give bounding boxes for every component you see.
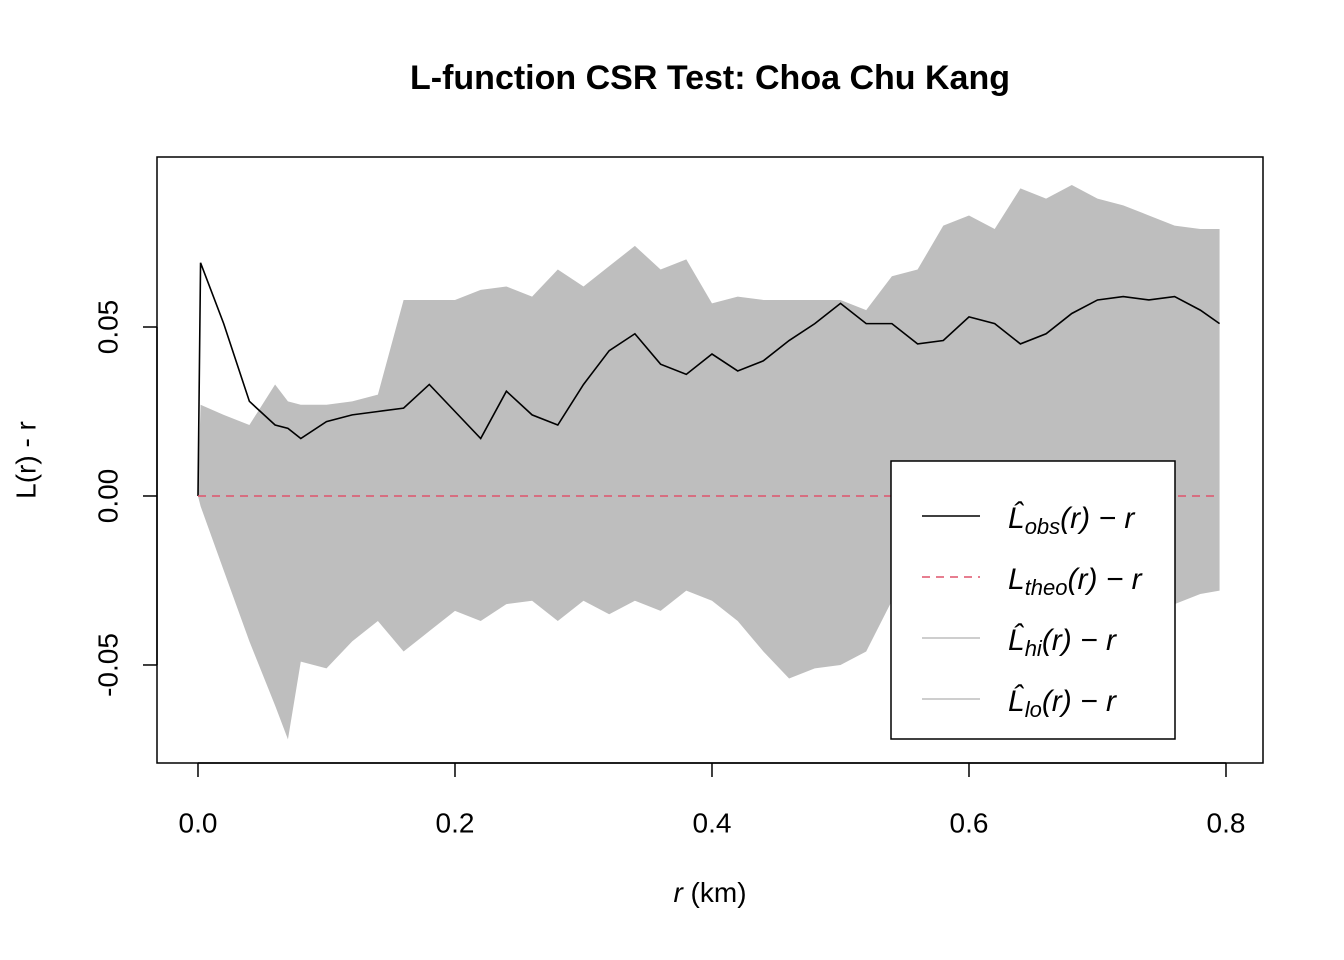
legend: L̂obs(r) − r Ltheo(r) − r L̂hi(r) − r L̂lo(… <box>890 460 1176 740</box>
legend-label: L̂hi(r) − r <box>1008 624 1117 661</box>
y-tick-label: 0.05 <box>92 300 123 355</box>
x-tick-label: 0.0 <box>179 807 218 838</box>
envelope-band <box>197 185 1220 740</box>
x-tick-label: 0.8 <box>1207 807 1246 838</box>
x-axis-label: r (km) <box>673 877 746 908</box>
y-axis-label: L(r) - r <box>10 421 41 499</box>
legend-label: Ltheo(r) − r <box>1008 563 1143 600</box>
x-tick-label: 0.2 <box>436 807 475 838</box>
legend-box <box>890 460 1176 740</box>
y-tick-label: -0.05 <box>92 633 123 697</box>
chart-title: L-function CSR Test: Choa Chu Kang <box>410 59 1010 97</box>
legend-label: L̂lo(r) − r <box>1008 685 1117 722</box>
series-line <box>197 262 1221 497</box>
legend-label: L̂obs(r) − r <box>1008 502 1135 539</box>
x-tick-label: 0.4 <box>693 807 732 838</box>
y-tick-label: 0.00 <box>92 469 123 524</box>
x-tick-label: 0.6 <box>950 807 989 838</box>
